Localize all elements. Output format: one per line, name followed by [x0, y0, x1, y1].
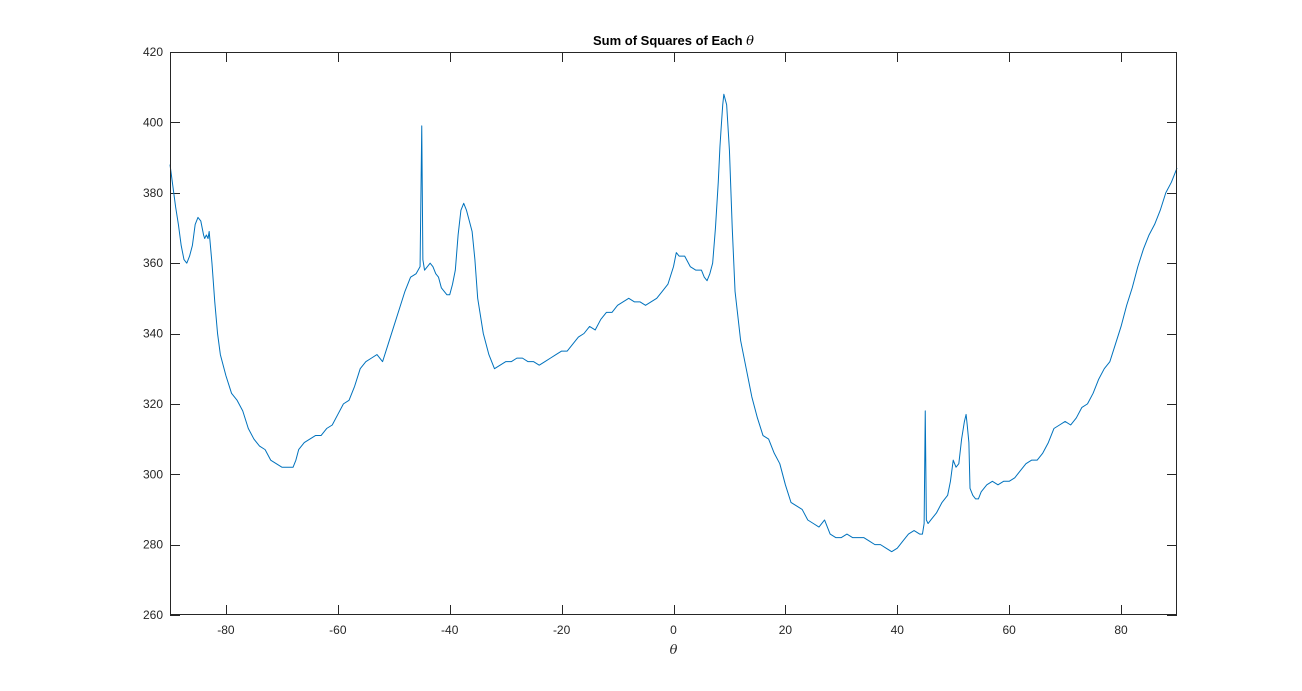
- y-tick-label: 340: [143, 327, 163, 341]
- x-tick-label: 20: [779, 623, 793, 637]
- y-tick-label: 360: [143, 256, 163, 270]
- y-axis-tick-labels: 260 280 300 320 340 360 380 400 420: [143, 45, 163, 622]
- y-tick-label: 400: [143, 115, 163, 129]
- y-tick-label: 320: [143, 397, 163, 411]
- x-tick-label: 0: [670, 623, 677, 637]
- x-tick-label: -40: [441, 623, 459, 637]
- x-tick-label: 40: [891, 623, 905, 637]
- chart-title-prefix: Sum of Squares of Each: [593, 33, 743, 48]
- x-axis-ticks: [226, 52, 1122, 615]
- chart-title-theta: θ: [746, 34, 754, 49]
- x-tick-label: -80: [217, 623, 235, 637]
- y-tick-label: 420: [143, 45, 163, 59]
- y-tick-label: 280: [143, 538, 163, 552]
- x-axis-tick-labels: -80 -60 -40 -20 0 20 40 60 80: [217, 623, 1128, 637]
- chart-title: Sum of Squares of Each θ: [593, 33, 754, 49]
- y-tick-label: 380: [143, 186, 163, 200]
- plot-area: [170, 52, 1177, 615]
- x-tick-label: -20: [553, 623, 571, 637]
- axes-box: [170, 52, 1177, 615]
- y-tick-label: 300: [143, 467, 163, 481]
- x-tick-label: 60: [1002, 623, 1016, 637]
- x-axis-label: θ: [670, 643, 678, 658]
- x-tick-label: -60: [329, 623, 347, 637]
- series-line: [169, 93, 1178, 553]
- y-tick-label: 260: [143, 608, 163, 622]
- x-tick-label: 80: [1114, 623, 1128, 637]
